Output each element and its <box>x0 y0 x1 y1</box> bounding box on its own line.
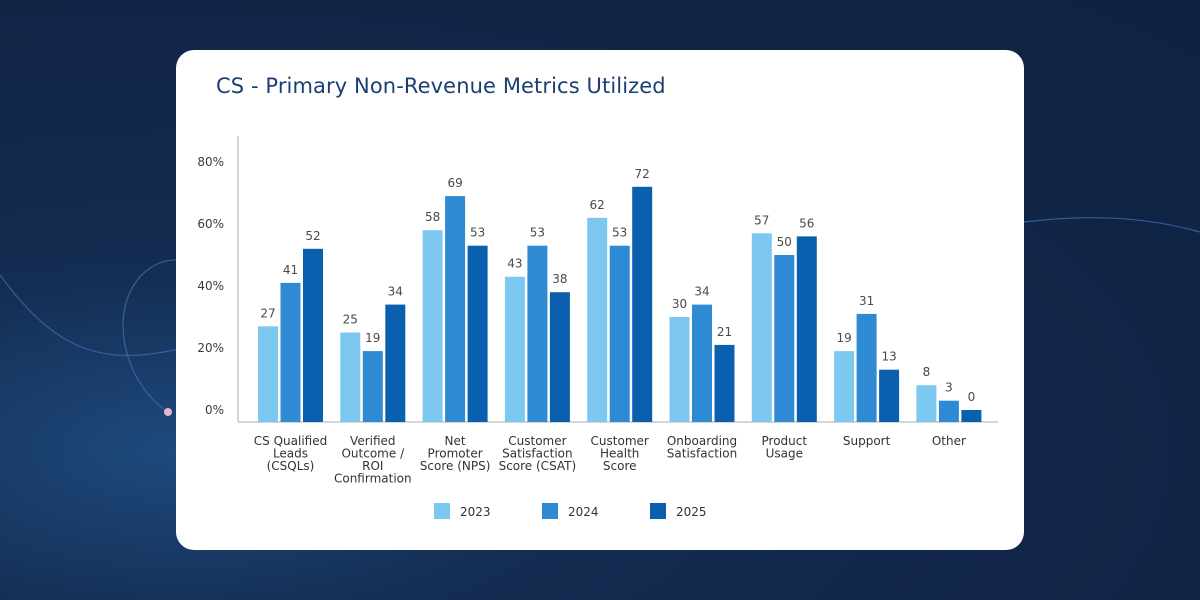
data-label: 0 <box>968 390 976 404</box>
bar <box>504 276 525 422</box>
y-tick-label: 0% <box>205 403 224 417</box>
bar <box>340 332 361 422</box>
bar <box>362 351 383 422</box>
chart-title: CS - Primary Non-Revenue Metrics Utilize… <box>216 74 666 98</box>
bar <box>467 245 488 422</box>
x-category-label: Score (NPS) <box>420 459 491 473</box>
bar <box>938 400 959 422</box>
bar <box>422 230 443 422</box>
data-label: 43 <box>507 257 522 271</box>
decor-dot <box>164 408 172 416</box>
x-category-label: Satisfaction <box>667 447 737 461</box>
x-category-label: Leads <box>273 447 308 461</box>
legend-label: 2023 <box>460 505 491 519</box>
bar <box>549 292 570 422</box>
x-category-label: Outcome / <box>341 447 405 461</box>
data-label: 31 <box>859 294 874 308</box>
data-label: 34 <box>694 285 709 299</box>
data-label: 19 <box>365 331 380 345</box>
x-category-label: Confirmation <box>334 472 412 486</box>
bar <box>669 317 690 422</box>
x-category-label: Net <box>445 434 466 448</box>
x-category-label: Onboarding <box>667 434 737 448</box>
data-label: 25 <box>343 313 358 327</box>
data-label: 38 <box>552 272 567 286</box>
x-category-label: Support <box>843 434 891 448</box>
data-label: 57 <box>754 213 769 227</box>
data-label: 62 <box>590 198 605 212</box>
x-category-label: Score <box>603 459 637 473</box>
data-label: 19 <box>836 331 851 345</box>
bar <box>916 385 937 422</box>
bar <box>714 344 735 422</box>
data-label: 52 <box>305 229 320 243</box>
x-category-label: Satisfaction <box>502 447 572 461</box>
bar <box>856 313 877 422</box>
bar <box>692 304 712 422</box>
data-label: 72 <box>635 167 650 181</box>
bar-chart: 0% 20% 40% 60% 80% 27 41 52 CS QualifiedLeads(CS… <box>197 136 998 519</box>
bar <box>632 186 653 422</box>
legend-swatch <box>650 503 666 519</box>
x-category-label: (CSQLs) <box>267 459 315 473</box>
data-label: 34 <box>388 285 403 299</box>
bar <box>303 248 323 422</box>
bar <box>385 304 406 422</box>
bar <box>796 236 817 422</box>
bar <box>258 326 278 422</box>
x-category-label: Customer <box>591 434 649 448</box>
bar <box>587 217 608 422</box>
data-label: 50 <box>777 235 792 249</box>
legend-swatch <box>542 503 558 519</box>
y-tick-label: 80% <box>197 155 224 169</box>
data-label: 41 <box>283 263 298 277</box>
bar <box>774 255 795 422</box>
y-tick-label: 20% <box>197 341 224 355</box>
bar <box>609 245 630 422</box>
x-category-label: Product <box>762 434 808 448</box>
x-category-label: Score (CSAT) <box>499 459 577 473</box>
x-category-label: Other <box>932 434 966 448</box>
x-category-label: Promoter <box>428 447 483 461</box>
chart-card: CS - Primary Non-Revenue Metrics Utilize… <box>176 50 1024 550</box>
x-category-label: CS Qualified <box>254 434 327 448</box>
bar <box>445 196 466 422</box>
x-category-label: ROI <box>362 459 383 473</box>
x-category-label: Usage <box>766 447 803 461</box>
data-label: 53 <box>530 226 545 240</box>
bar <box>751 233 772 422</box>
legend-label: 2024 <box>568 505 599 519</box>
data-label: 13 <box>881 350 896 364</box>
data-label: 53 <box>612 226 627 240</box>
x-category-label: Customer <box>508 434 566 448</box>
data-label: 53 <box>470 226 485 240</box>
data-label: 27 <box>260 306 275 320</box>
data-label: 21 <box>717 325 732 339</box>
y-tick-label: 60% <box>197 217 224 231</box>
data-label: 8 <box>923 365 931 379</box>
bar <box>834 351 855 422</box>
data-label: 30 <box>672 297 687 311</box>
data-label: 3 <box>945 381 953 395</box>
legend-swatch <box>434 503 450 519</box>
data-label: 58 <box>425 210 440 224</box>
x-category-label: Health <box>600 447 639 461</box>
bar <box>527 245 548 422</box>
legend-label: 2025 <box>676 505 707 519</box>
y-tick-label: 40% <box>197 279 224 293</box>
x-category-label: Verified <box>350 434 396 448</box>
bar <box>280 282 301 422</box>
bar <box>961 410 982 422</box>
data-label: 69 <box>447 176 462 190</box>
bar <box>879 369 900 422</box>
data-label: 56 <box>799 216 814 230</box>
